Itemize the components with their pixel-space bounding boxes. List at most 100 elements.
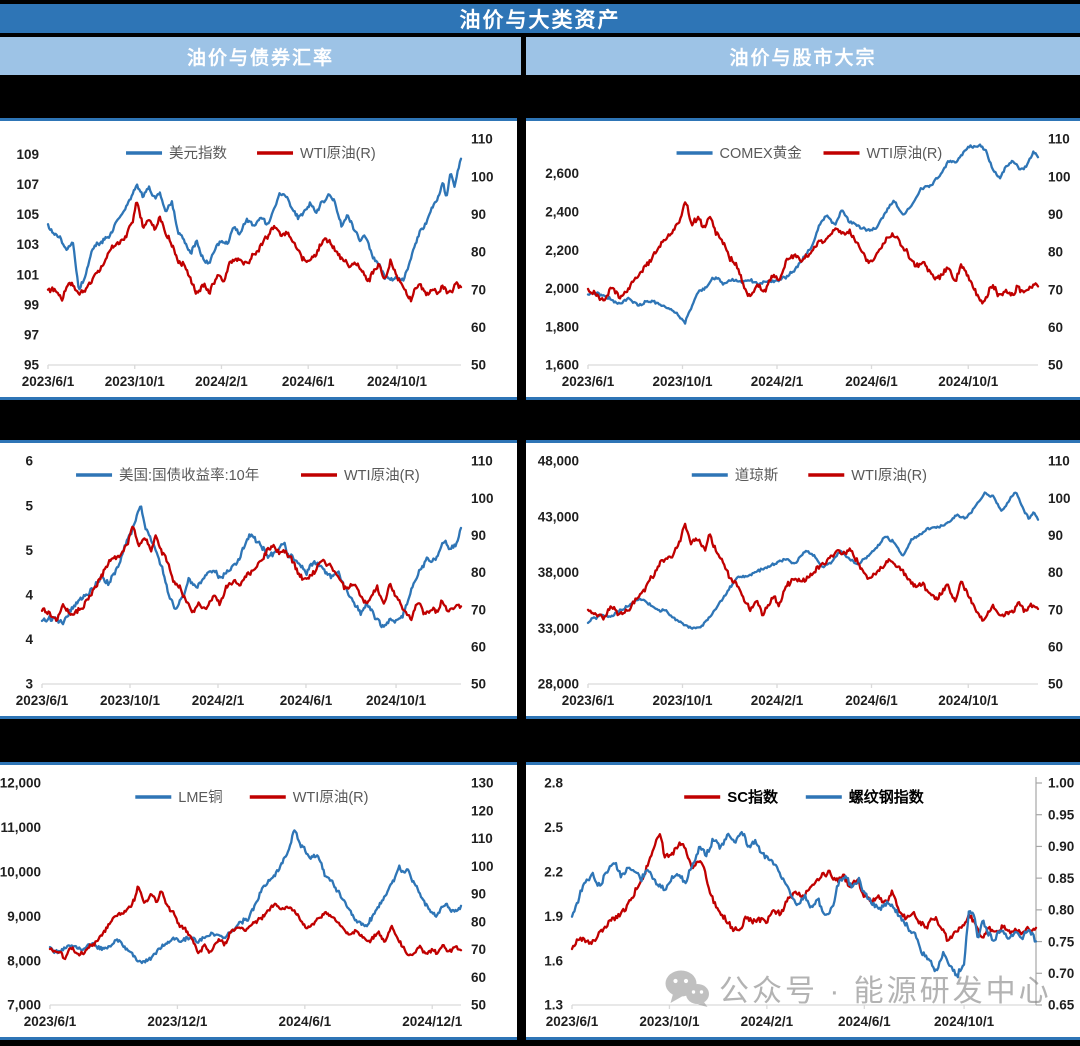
left-axis-label: 1.9 [544,909,563,924]
x-tick-label: 2023/12/1 [147,1014,208,1029]
right-axis-label: 1.00 [1048,776,1074,791]
left-axis-label: 97 [24,328,39,343]
right-axis-label: 90 [471,528,486,543]
right-axis-label: 0.70 [1048,966,1074,981]
series-line-blue [586,491,1040,630]
legend-label: WTI原油(R) [293,789,369,806]
series-line-red [48,885,463,961]
series-line-red [40,525,463,622]
right-axis-label: 70 [1048,282,1063,297]
chart-svg-middle-right: 2023/6/1 2023/10/1 2024/2/1 2024/6/1 2024/10… [538,454,1071,708]
x-tick-label: 2024/6/1 [279,1014,332,1029]
right-axis-label: 60 [1048,640,1063,655]
series-line-blue [46,157,463,291]
right-axis-label: 70 [1048,602,1063,617]
left-axis-label: 11,000 [0,820,41,835]
x-tick-label: 2024/6/1 [282,374,335,389]
series-line-red [586,201,1040,305]
left-axis-label: 9,000 [7,909,41,924]
left-axis-label: 2,000 [545,281,579,296]
series-line-red [46,201,463,303]
x-tick-label: 2024/2/1 [195,374,248,389]
right-axis-label: 80 [471,245,486,260]
x-tick-label: 2024/6/1 [845,693,898,708]
left-axis-label: 8,000 [7,953,41,968]
x-tick-label: 2024/10/1 [367,374,428,389]
x-tick-label: 2023/6/1 [562,693,615,708]
legend-label: 道琼斯 [735,467,779,484]
left-axis-label: 2,400 [545,204,579,219]
column-header-bonds-fx: 油价与债券汇率 [0,37,521,75]
legend-label: WTI原油(R) [867,145,943,162]
left-axis-label: 48,000 [538,454,579,469]
series-line-blue [48,829,463,965]
right-axis-label: 60 [1048,320,1063,335]
left-axis-label: 1.3 [544,998,563,1013]
right-axis-label: 110 [471,831,493,846]
x-tick-label: 2024/12/1 [402,1014,463,1029]
series-line-red [586,522,1040,622]
x-tick-label: 2023/6/1 [562,374,615,389]
x-tick-label: 2023/6/1 [16,693,69,708]
right-axis-label: 0.90 [1048,839,1074,854]
x-tick-label: 2024/10/1 [366,693,427,708]
legend-label: WTI原油(R) [851,467,927,484]
page-title: 油价与大类资产 [0,4,1080,33]
x-tick-label: 2023/6/1 [546,1014,599,1029]
left-axis-label: 99 [24,297,39,312]
left-axis-label: 43,000 [538,509,579,524]
legend-label: COMEX黄金 [720,145,803,162]
x-tick-label: 2023/10/1 [639,1014,700,1029]
series-line-blue [570,830,1038,979]
legend-label: 美国:国债收益率:10年 [119,467,259,484]
legend-label: 美元指数 [169,145,227,162]
right-axis-label: 50 [1048,677,1063,692]
left-axis-label: 12,000 [0,776,41,791]
x-tick-label: 2023/6/1 [24,1014,77,1029]
left-axis-label: 1,600 [545,358,579,373]
chart-svg-middle-left: 2023/6/1 2023/10/1 2024/2/1 2024/6/1 2024/10… [16,454,494,708]
right-axis-label: 80 [471,914,486,929]
left-axis-label: 3 [25,677,33,692]
left-axis-label: 10,000 [0,865,41,880]
left-axis-label: 33,000 [538,621,579,636]
column-headers: 油价与债券汇率 油价与股市大宗 [0,37,1080,75]
right-axis-label: 120 [471,803,494,818]
right-axis-label: 100 [1048,491,1071,506]
left-axis-label: 101 [16,267,39,282]
left-axis-label: 109 [16,147,39,162]
left-axis-label: 38,000 [538,565,579,580]
legend-label: 螺纹钢指数 [849,788,925,806]
right-axis-label: 50 [1048,358,1063,373]
x-tick-label: 2024/2/1 [751,374,804,389]
left-axis-label: 28,000 [538,677,579,692]
x-tick-label: 2024/2/1 [751,693,804,708]
left-axis-label: 2.8 [544,776,563,791]
chart-panel-dow-jones: 2023/6/1 2023/10/1 2024/2/1 2024/6/1 2024/10… [526,440,1080,719]
right-axis-label: 80 [1048,565,1063,580]
right-axis-label: 100 [471,491,494,506]
x-tick-label: 2024/10/1 [938,374,999,389]
chart-panel-sc-rebar: 2023/6/1 2023/10/1 2024/2/1 2024/6/1 2024/10… [526,762,1080,1040]
right-axis-label: 90 [1048,528,1063,543]
right-axis-label: 70 [471,942,486,957]
left-axis-label: 2,200 [545,243,579,258]
right-axis-label: 100 [1048,169,1071,184]
right-axis-label: 70 [471,602,486,617]
x-tick-label: 2023/10/1 [652,374,713,389]
x-tick-label: 2023/10/1 [652,693,713,708]
x-tick-label: 2024/6/1 [280,693,333,708]
left-axis-label: 1.6 [544,953,563,968]
right-axis-label: 60 [471,640,486,655]
left-axis-label: 2.5 [544,820,563,835]
x-tick-label: 2023/10/1 [100,693,161,708]
right-axis-label: 80 [1048,245,1063,260]
x-tick-label: 2024/6/1 [845,374,898,389]
chart-svg-bottom-left: 2023/6/1 2023/12/1 2024/6/1 2024/12/1 7,000 8… [0,776,494,1029]
right-axis-label: 0.85 [1048,871,1075,886]
x-tick-label: 2024/2/1 [192,693,245,708]
left-axis-label: 7,000 [7,998,41,1013]
chart-panel-comex-gold: 2023/6/1 2023/10/1 2024/2/1 2024/6/1 2024/10… [526,118,1080,400]
right-axis-label: 90 [471,887,486,902]
